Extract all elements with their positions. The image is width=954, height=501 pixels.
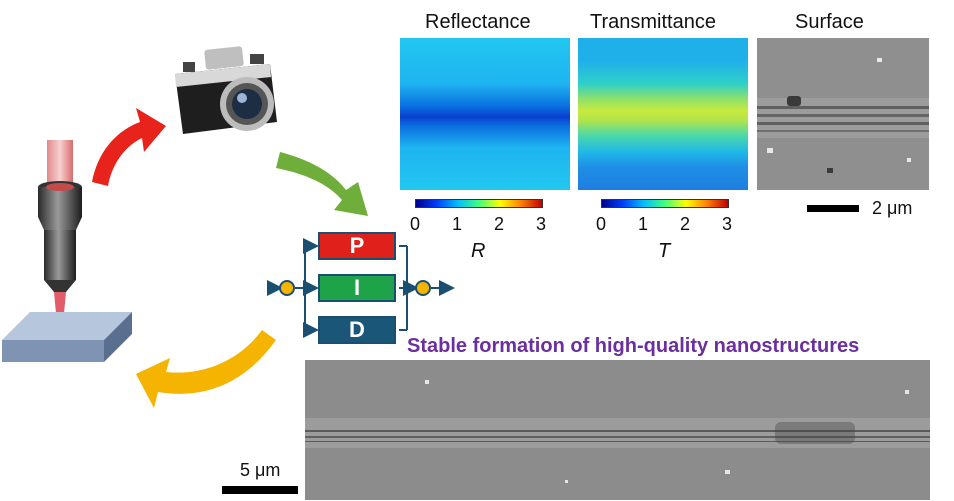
bottom-scalebar — [222, 486, 298, 494]
laser-sample-illustration — [2, 140, 132, 362]
transmittance-map — [578, 38, 748, 190]
pid-i-box: I — [318, 274, 396, 302]
red-arrow — [92, 108, 166, 186]
surface-sem-image — [757, 38, 929, 190]
yellow-arrow — [136, 330, 276, 408]
reflectance-title: Reflectance — [425, 11, 531, 33]
transmittance-tick-1: 1 — [638, 214, 649, 234]
reflectance-variable: R — [471, 240, 486, 262]
pid-p-box: P — [318, 232, 396, 260]
camera-icon — [175, 46, 277, 134]
transmittance-variable: T — [658, 240, 671, 262]
bottom-sem-image — [305, 360, 930, 500]
surface-scalebar-label: 2 μm — [872, 198, 913, 218]
surface-scalebar — [807, 205, 859, 212]
transmittance-colorbar — [601, 199, 729, 208]
reflectance-tick-3: 3 — [536, 214, 547, 234]
bottom-scalebar-label: 5 μm — [240, 460, 281, 480]
input-summing-junction — [279, 280, 295, 296]
transmittance-title: Transmittance — [590, 11, 716, 33]
transmittance-tick-0: 0 — [596, 214, 607, 234]
laser-beam-top — [47, 140, 73, 185]
transmittance-tick-3: 3 — [722, 214, 733, 234]
pid-wiring — [267, 238, 455, 338]
reflectance-tick-2: 2 — [494, 214, 505, 234]
reflectance-tick-1: 1 — [452, 214, 463, 234]
reflectance-tick-0: 0 — [410, 214, 421, 234]
sample-plate — [2, 312, 132, 362]
surface-title: Surface — [795, 11, 864, 33]
output-summing-junction — [415, 280, 431, 296]
reflectance-colorbar — [415, 199, 543, 208]
reflectance-map — [400, 38, 570, 190]
laser-head — [38, 181, 82, 292]
green-arrow — [276, 152, 368, 216]
transmittance-tick-2: 2 — [680, 214, 691, 234]
headline-text: Stable formation of high-quality nanostr… — [407, 335, 860, 357]
pid-d-box: D — [318, 316, 396, 344]
